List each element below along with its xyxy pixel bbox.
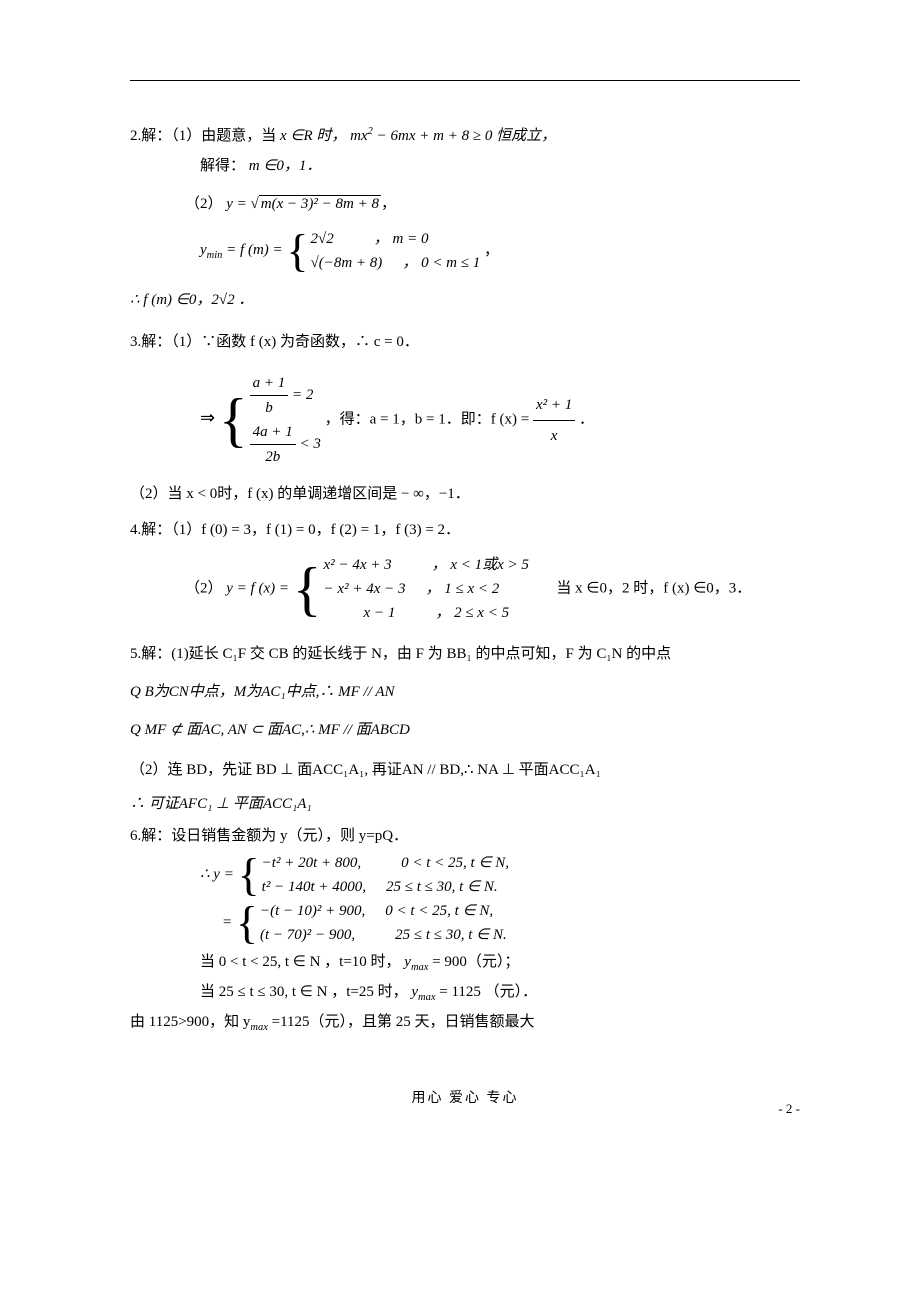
system: { a + 1b = 2 4a + 12b < 3 <box>219 371 321 469</box>
footer-motto: 用心 爱心 专心 <box>130 1087 800 1107</box>
text: Q MF ⊄ 面AC, AN ⊂ 面AC,∴ MF // 面ABCD <box>130 722 410 738</box>
p6-r1: 当 0 < t < 25, t ∈ N ，t=10 时， ymax = 900（… <box>130 947 800 977</box>
p4-line1: 4.解：（1）f (0) = 3，f (1) = 0，f (2) = 1，f (… <box>130 515 800 545</box>
math: − 6mx + m + 8 ≥ 0 恒成立， <box>377 128 556 144</box>
ymin: ymin = f (m) = <box>200 242 286 258</box>
p2-solved: 解得： m ∈0，1． <box>130 151 800 181</box>
text: 2.解：（1）由题意，当 <box>130 128 280 144</box>
cases: { x² − 4x + 3， x < 1或x > 5 − x² + 4x − 3… <box>293 553 529 625</box>
math: x ∈R 时， <box>280 128 346 144</box>
text: 3.解：（1）∵函数 f (x) 为奇函数，∴ c = 0． <box>130 334 419 350</box>
p6-r2: 当 25 ≤ t ≤ 30, t ∈ N ，t=25 时， ymax = 112… <box>130 977 800 1007</box>
text: 当 0 < t < 25, t ∈ N ，t=10 时， <box>200 954 401 970</box>
page-number: - 2 - <box>778 1101 800 1117</box>
cases: { −t² + 20t + 800,0 < t < 25, t ∈ N, t² … <box>238 851 509 899</box>
page: 2.解：（1）由题意，当 x ∈R 时， mx2 − 6mx + m + 8 ≥… <box>0 0 920 1137</box>
ypre: y = f (x) = <box>226 580 292 596</box>
text: 由 1125>900，知 y <box>130 1014 250 1030</box>
p2-therefore: ∴ f (m) ∈0，2√2 ． <box>130 285 800 315</box>
p2-part2: （2） y = √m(x − 3)² − 8m + 8， <box>130 189 800 219</box>
math: y = <box>226 196 250 212</box>
pre: ∴ y = <box>200 866 238 882</box>
top-rule <box>130 80 800 81</box>
text: 当 25 ≤ t ≤ 30, t ∈ N ，t=25 时， <box>200 984 408 1000</box>
p3-part2: （2）当 x < 0时，f (x) 的单调递增区间是 − ∞，−1． <box>130 479 800 509</box>
p5-l3: Q MF ⊄ 面AC, AN ⊂ 面AC,∴ MF // 面ABCD <box>130 715 800 745</box>
text: （2）连 BD，先证 BD ⊥ 面ACC₁A₁, 再证AN // BD,∴ NA… <box>130 762 601 778</box>
text: 5.解：(1)延长 C₁F 交 CB 的延长线于 N，由 F 为 BB₁ 的中点… <box>130 646 671 662</box>
pre: = <box>222 914 236 930</box>
p6-eq1: ∴ y = { −t² + 20t + 800,0 < t < 25, t ∈ … <box>130 851 800 899</box>
p6-concl: 由 1125>900，知 ymax =1125（元），且第 25 天，日销售额最… <box>130 1007 800 1037</box>
p2-ymin: ymin = f (m) = { 2√2， m = 0 √(−8m + 8)， … <box>130 227 800 275</box>
p3-line1: 3.解：（1）∵函数 f (x) 为奇函数，∴ c = 0． <box>130 327 800 357</box>
val: = 1125 （元）． <box>439 984 537 1000</box>
p3-system: ⇒ { a + 1b = 2 4a + 12b < 3 ，得：a = 1，b =… <box>130 371 800 469</box>
mid: ，得：a = 1，b = 1．即：f (x) = <box>325 411 533 427</box>
text: （2）当 x < 0时，f (x) 的单调递增区间是 − ∞，−1． <box>130 486 470 502</box>
label: （2） <box>185 580 223 596</box>
p5-l5: ∴ 可证AFC₁ ⊥ 平面ACC₁A₁ <box>130 789 800 819</box>
text: 6.解：设日销售金额为 y（元），则 y=pQ． <box>130 828 408 844</box>
cases: { 2√2， m = 0 √(−8m + 8)， 0 < m ≤ 1 <box>286 227 480 275</box>
p5-l2: Q B为CN中点，M为AC₁中点,∴ MF // AN <box>130 677 800 707</box>
math: m ∈0，1． <box>249 158 322 174</box>
math: mx2 <box>350 128 373 144</box>
tail: 当 x ∈0，2 时，f (x) ∈0，3． <box>556 580 751 596</box>
p4-part2: （2） y = f (x) = { x² − 4x + 3， x < 1或x >… <box>130 553 800 625</box>
text: 解得： <box>200 158 245 174</box>
ymax: ymax <box>404 954 428 970</box>
arrow: ⇒ <box>200 407 215 427</box>
p5-l1: 5.解：(1)延长 C₁F 交 CB 的延长线于 N，由 F 为 BB₁ 的中点… <box>130 639 800 669</box>
text: ∴ 可证AFC₁ ⊥ 平面ACC₁A₁ <box>130 796 312 812</box>
sqrt: √m(x − 3)² − 8m + 8 <box>251 189 381 219</box>
math: ∴ f (m) ∈0，2√2 ． <box>130 292 253 308</box>
tail: ． <box>579 411 594 427</box>
frac: x² + 1x <box>533 390 575 451</box>
text: Q B为CN中点，M为AC₁中点,∴ MF // AN <box>130 684 395 700</box>
p2-line1: 2.解：（1）由题意，当 x ∈R 时， mx2 − 6mx + m + 8 ≥… <box>130 121 800 151</box>
p6-lead: 6.解：设日销售金额为 y（元），则 y=pQ． <box>130 821 800 851</box>
cases: { −(t − 10)² + 900,0 < t < 25, t ∈ N, (t… <box>236 899 507 947</box>
label: （2） <box>185 196 223 212</box>
text: 4.解：（1）f (0) = 3，f (1) = 0，f (2) = 1，f (… <box>130 522 460 538</box>
p6-eq2: = { −(t − 10)² + 900,0 < t < 25, t ∈ N, … <box>130 899 800 947</box>
text: =1125（元），且第 25 天，日销售额最大 <box>272 1014 535 1030</box>
val: = 900（元）； <box>432 954 519 970</box>
ymax: ymax <box>411 984 435 1000</box>
p5-l4: （2）连 BD，先证 BD ⊥ 面ACC₁A₁, 再证AN // BD,∴ NA… <box>130 755 800 785</box>
